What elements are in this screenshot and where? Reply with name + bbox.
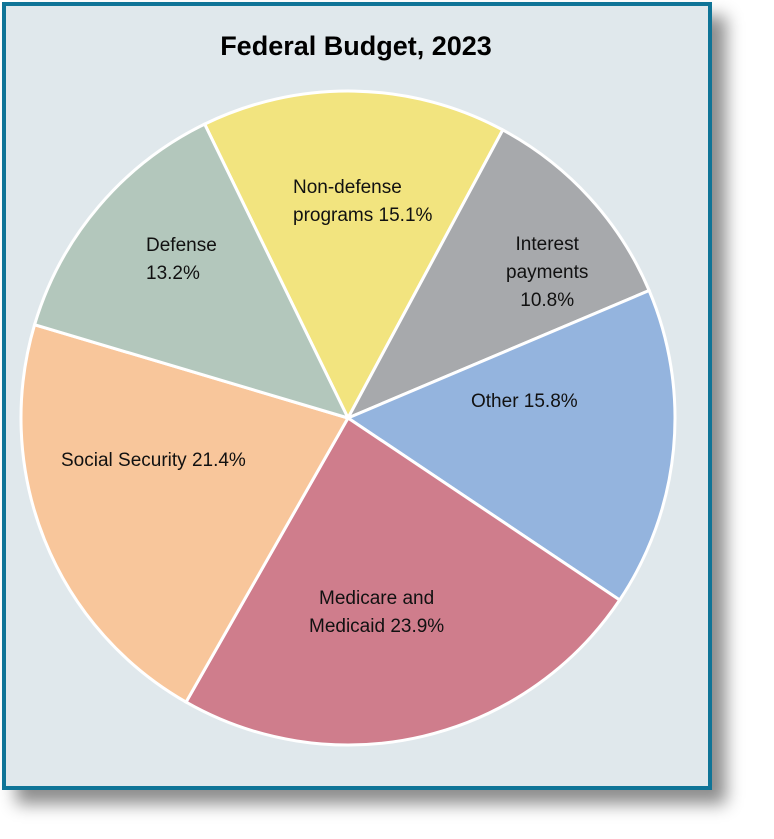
slice-label-medicare: Medicare and Medicaid 23.9% — [309, 588, 445, 637]
slice-label-social-security: Social Security 21.4% — [61, 450, 246, 471]
chart-frame: Federal Budget, 2023 Non-defense program… — [2, 2, 712, 790]
slice-label-other: Other 15.8% — [471, 391, 578, 412]
slice-label-non-defense: Non-defense programs 15.1% — [293, 177, 433, 226]
pie-slice-non-defense-programs — [202, 89, 505, 422]
pie-chart — [19, 89, 677, 747]
pie-slice-interest-payments — [344, 127, 652, 422]
slice-label-interest: Interest payments 10.8% — [506, 234, 589, 311]
chart-title: Federal Budget, 2023 — [220, 31, 492, 61]
pie-slice-medicare-and-medicaid — [183, 415, 622, 747]
pie-slice-other — [344, 288, 677, 603]
pie-slice-social-security — [19, 322, 351, 705]
pie-slice-defense — [32, 122, 351, 421]
slice-label-defense: Defense 13.2% — [146, 235, 217, 284]
